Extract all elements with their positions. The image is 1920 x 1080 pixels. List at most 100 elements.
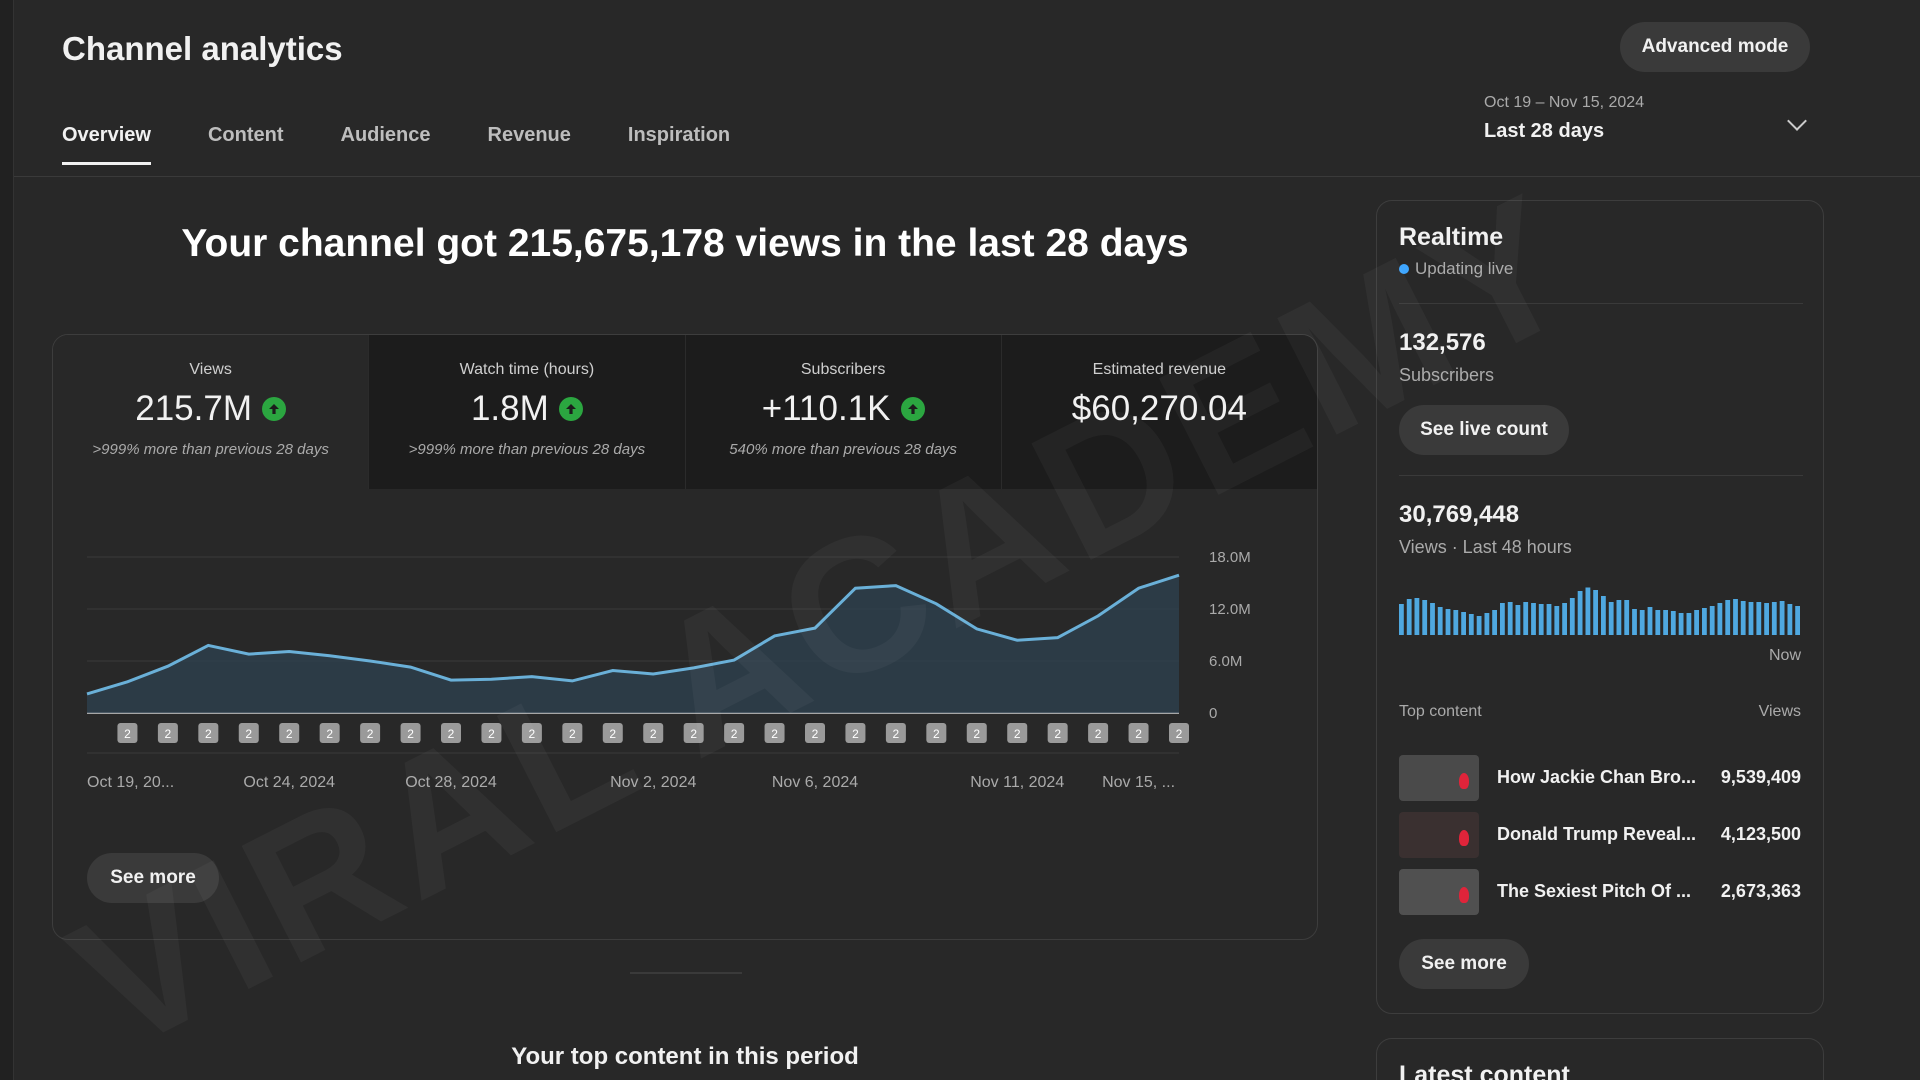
see-more-button[interactable]: See more (87, 853, 219, 903)
views-chart[interactable]: 18.0M 12.0M 6.0M 0 2 2 2 2 2 2 2 2 2 2 2 2 2 2 2 2 2 2 2 2 2 2 2 2 2… (53, 489, 1317, 939)
metric-tab-estimated-revenue[interactable]: Estimated revenue $60,270.04 (1001, 335, 1317, 489)
upload-marker[interactable] (1169, 723, 1189, 743)
realtime-views-label: Views · Last 48 hours (1399, 537, 1572, 557)
upload-marker[interactable] (279, 723, 300, 743)
views-chart-svg: 18.0M 12.0M 6.0M 0 2 2 2 2 2 2 2 2 2 2 2 2 2 2 2 2 2 2 2 2 2 2 2 2 2… (86, 549, 1251, 791)
series-line (86, 573, 1180, 696)
metric-tab-views[interactable]: Views 215.7M >999% more than previous 28… (53, 335, 370, 489)
upload-marker[interactable] (238, 723, 259, 743)
realtime-bar (1437, 607, 1443, 635)
realtime-bar (1694, 610, 1699, 635)
upload-marker[interactable] (764, 723, 785, 743)
upload-marker[interactable] (481, 723, 502, 743)
upload-marker[interactable] (724, 723, 745, 743)
y-tick-label: 0 (1209, 705, 1217, 722)
realtime-bar (1663, 610, 1668, 635)
pin-icon (1459, 772, 1469, 789)
upload-marker[interactable] (521, 723, 542, 743)
upload-marker-label: 2 (771, 727, 778, 741)
upload-marker[interactable] (845, 723, 866, 743)
realtime-bar (1569, 598, 1575, 635)
upload-marker[interactable] (805, 723, 825, 743)
upload-marker[interactable] (157, 723, 178, 743)
upload-marker[interactable] (1128, 723, 1149, 743)
upload-marker[interactable] (683, 723, 704, 743)
realtime-bar (1399, 604, 1404, 635)
upload-marker[interactable] (441, 723, 461, 743)
arrow-up-icon (900, 397, 925, 421)
views-column-label: Views (1758, 703, 1801, 720)
y-tick-label: 12.0M (1209, 601, 1251, 618)
upload-marker-label: 2 (893, 727, 900, 741)
tab-audience[interactable]: Audience (340, 124, 431, 146)
upload-marker[interactable] (117, 723, 138, 743)
upload-marker[interactable] (1088, 723, 1109, 743)
upload-marker[interactable] (1007, 723, 1028, 743)
upload-marker[interactable] (1047, 723, 1068, 743)
top-content-item[interactable]: Donald Trump Reveal... 4,123,500 (1399, 806, 1801, 863)
realtime-bar (1453, 610, 1459, 635)
realtime-bar (1538, 604, 1544, 635)
realtime-bar (1764, 603, 1769, 635)
realtime-bar (1632, 609, 1637, 635)
realtime-bar (1655, 610, 1661, 635)
upload-marker-label: 2 (367, 727, 374, 741)
advanced-mode-button[interactable]: Advanced mode (1620, 22, 1810, 72)
metric-note: >999% more than previous 28 days (92, 441, 329, 458)
video-views: 9,539,409 (1720, 767, 1801, 787)
upload-marker[interactable] (926, 723, 947, 743)
upload-marker[interactable] (602, 723, 623, 743)
realtime-bar (1593, 590, 1598, 635)
tab-overview[interactable]: Overview (62, 124, 151, 165)
metric-value-text: 1.8M (470, 389, 549, 428)
tab-bar: Overview Content Audience Revenue Inspir… (62, 124, 730, 165)
realtime-bar (1740, 601, 1746, 635)
upload-marker-label: 2 (1176, 727, 1183, 741)
realtime-bar (1406, 599, 1412, 635)
tab-revenue[interactable]: Revenue (487, 124, 571, 146)
upload-marker-label: 2 (1135, 727, 1142, 741)
realtime-see-more-button[interactable]: See more (1399, 939, 1529, 989)
realtime-bar (1500, 603, 1505, 635)
upload-marker[interactable] (198, 723, 219, 743)
upload-marker[interactable] (885, 723, 906, 743)
upload-marker-label: 2 (690, 727, 697, 741)
realtime-bar (1702, 608, 1707, 635)
upload-marker[interactable] (562, 723, 583, 743)
metric-value: $60,270.04 (1002, 389, 1317, 429)
x-tick-label: Oct 19, 20... (87, 774, 174, 791)
upload-marker[interactable] (643, 723, 664, 743)
top-content-item[interactable]: The Sexiest Pitch Of ... 2,673,363 (1399, 863, 1801, 920)
realtime-views-bar-chart[interactable] (1399, 585, 1803, 635)
section-divider (630, 972, 742, 974)
realtime-bar (1624, 600, 1630, 635)
upload-marker[interactable] (360, 723, 381, 743)
metric-tab-subscribers[interactable]: Subscribers +110.1K 540% more than previ… (685, 335, 1002, 489)
upload-marker-label: 2 (407, 727, 414, 741)
metric-value-text: +110.1K (761, 389, 891, 428)
now-label: Now (1768, 647, 1801, 664)
metric-note: >999% more than previous 28 days (408, 441, 646, 458)
upload-marker[interactable] (319, 723, 340, 743)
upload-marker-label: 2 (852, 727, 859, 741)
tab-content[interactable]: Content (207, 124, 284, 146)
upload-marker[interactable] (966, 723, 987, 743)
top-content-label: Top content (1399, 703, 1482, 720)
video-views: 2,673,363 (1720, 881, 1801, 901)
live-dot-icon (1399, 264, 1409, 274)
date-range-picker[interactable]: Oct 19 – Nov 15, 2024 Last 28 days (1484, 94, 1807, 154)
upload-marker-label: 2 (1054, 727, 1061, 741)
video-views: 4,123,500 (1720, 824, 1801, 844)
top-content-item[interactable]: How Jackie Chan Bro... 9,539,409 (1399, 749, 1801, 806)
date-range-label: Last 28 days (1484, 120, 1605, 142)
tab-inspiration[interactable]: Inspiration (627, 124, 731, 146)
upload-marker[interactable] (400, 723, 421, 743)
views-headline: Your channel got 215,675,178 views in th… (181, 222, 1189, 265)
metric-tabs: Views 215.7M >999% more than previous 28… (53, 335, 1317, 489)
realtime-bar (1515, 605, 1521, 635)
realtime-bar (1577, 591, 1583, 635)
metric-tab-watch-time[interactable]: Watch time (hours) 1.8M >999% more than … (369, 335, 686, 489)
realtime-bar (1585, 587, 1591, 635)
see-live-count-button[interactable]: See live count (1399, 405, 1569, 455)
realtime-bar (1779, 601, 1785, 635)
